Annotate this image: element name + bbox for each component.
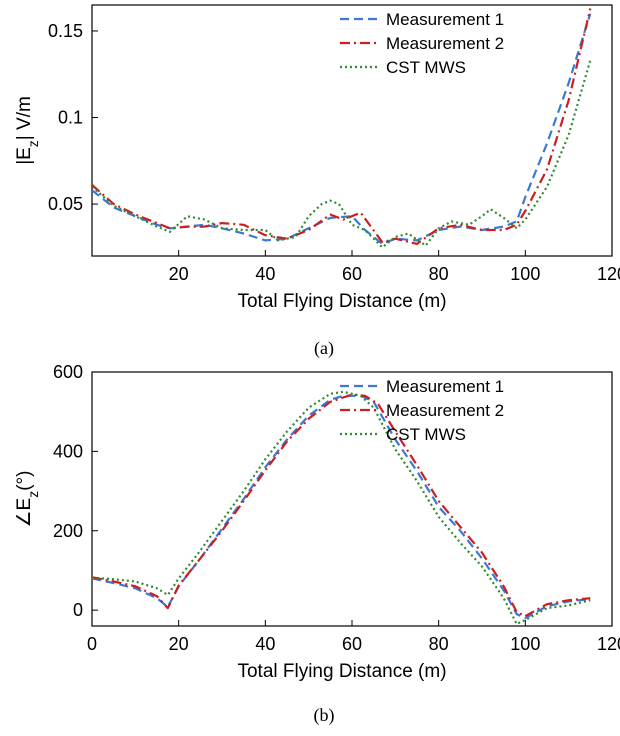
x-axis-label: Total Flying Distance (m)	[237, 661, 446, 682]
series-line-measurement-2	[92, 393, 591, 618]
x-tick-label: 80	[429, 264, 449, 284]
x-tick-label: 80	[429, 634, 449, 654]
chart-panel-b: 0 20 40 60 80 100 120 0 200 400 600 Total Flying Di…	[14, 362, 620, 726]
x-tick-label: 60	[342, 264, 362, 284]
y-axis-label: ∠Ez(°)	[14, 471, 41, 528]
chart-panel-a: 20 40 60 80 100 120 0.05 0.1 0.15 Total Flying Di…	[14, 4, 620, 359]
x-tick-label: 120	[597, 264, 620, 284]
y-tick-label: 0	[73, 600, 83, 620]
legend: Measurement 1 Measurement 2 CST MWS	[340, 10, 504, 77]
legend-label: Measurement 1	[386, 377, 504, 396]
plot-frame	[91, 4, 613, 257]
series-line-measurement-2	[92, 8, 592, 245]
x-tick-label: 40	[255, 264, 275, 284]
panel-caption: (b)	[314, 705, 335, 726]
y-tick-label: 400	[53, 441, 83, 461]
x-tick-label: 100	[510, 264, 540, 284]
y-tick-label: 600	[53, 362, 83, 382]
plot-frame	[91, 371, 613, 627]
x-tick-label: 20	[169, 264, 189, 284]
series-line-cst-mws	[92, 390, 591, 626]
series-line-measurement-1	[92, 13, 592, 245]
legend-label: CST MWS	[386, 425, 466, 444]
series-line-cst-mws	[92, 60, 592, 249]
y-tick-label: 200	[53, 521, 83, 541]
series-group	[92, 8, 592, 249]
x-tick-label: 20	[169, 634, 189, 654]
y-axis-label: |Ez| V/m	[14, 96, 41, 165]
x-axis-label: Total Flying Distance (m)	[237, 291, 446, 312]
x-tick-label: 120	[597, 634, 620, 654]
y-tick-label: 0.15	[48, 21, 83, 41]
x-tick-label: 40	[255, 634, 275, 654]
series-line-measurement-1	[92, 394, 591, 620]
legend-label: Measurement 2	[386, 34, 504, 53]
legend-label: Measurement 2	[386, 401, 504, 420]
x-tick-label: 0	[87, 634, 97, 654]
legend-label: Measurement 1	[386, 10, 504, 29]
series-group	[92, 390, 591, 626]
x-tick-label: 60	[342, 634, 362, 654]
y-tick-label: 0.05	[48, 194, 83, 214]
legend-label: CST MWS	[386, 58, 466, 77]
legend: Measurement 1 Measurement 2 CST MWS	[340, 377, 504, 444]
x-tick-label: 100	[510, 634, 540, 654]
panel-caption: (a)	[314, 338, 334, 359]
y-tick-label: 0.1	[58, 108, 83, 128]
